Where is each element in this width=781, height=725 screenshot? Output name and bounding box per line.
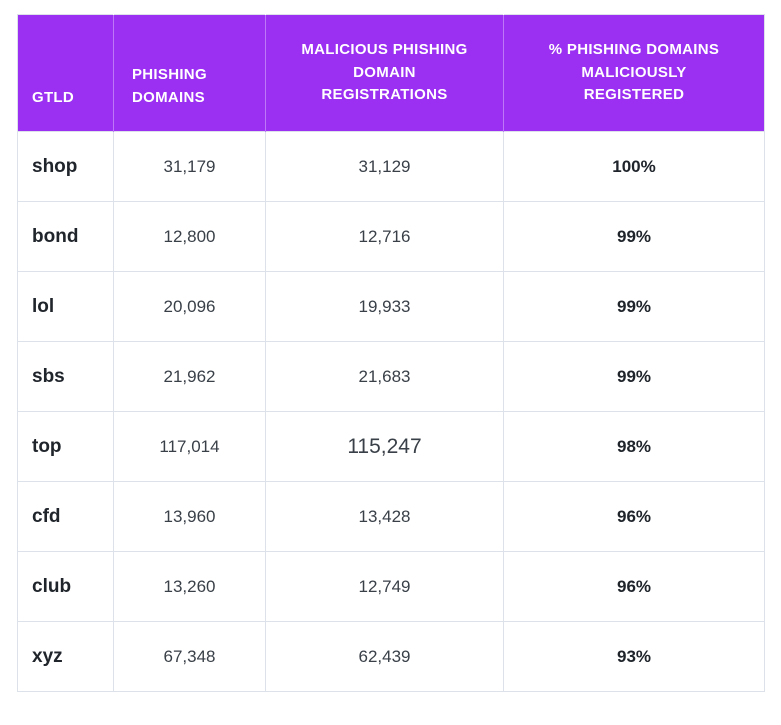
phishing-domains-cell: 21,962 xyxy=(113,341,266,412)
table-row: club 13,260 12,749 96% xyxy=(17,551,765,622)
table-row: sbs 21,962 21,683 99% xyxy=(17,341,765,412)
percent-malicious-cell: 93% xyxy=(503,621,765,692)
gtld-cell: top xyxy=(17,411,114,482)
phishing-domains-table: GTLD PHISHING DOMAINS MALICIOUS PHISHING… xyxy=(17,14,765,692)
table-row: shop 31,179 31,129 100% xyxy=(17,131,765,202)
gtld-cell: sbs xyxy=(17,341,114,412)
percent-malicious-cell: 99% xyxy=(503,201,765,272)
malicious-registrations-cell: 31,129 xyxy=(265,131,504,202)
malicious-registrations-cell: 62,439 xyxy=(265,621,504,692)
percent-malicious-cell: 98% xyxy=(503,411,765,482)
gtld-cell: club xyxy=(17,551,114,622)
gtld-cell: cfd xyxy=(17,481,114,552)
gtld-cell: bond xyxy=(17,201,114,272)
phishing-domains-cell: 117,014 xyxy=(113,411,266,482)
malicious-registrations-cell: 12,716 xyxy=(265,201,504,272)
phishing-domains-cell: 67,348 xyxy=(113,621,266,692)
phishing-domains-cell: 31,179 xyxy=(113,131,266,202)
column-header-gtld: GTLD xyxy=(17,14,114,132)
phishing-domains-cell: 13,260 xyxy=(113,551,266,622)
phishing-domains-cell: 13,960 xyxy=(113,481,266,552)
table-header: GTLD PHISHING DOMAINS MALICIOUS PHISHING… xyxy=(17,14,765,132)
table-row: cfd 13,960 13,428 96% xyxy=(17,481,765,552)
percent-malicious-cell: 96% xyxy=(503,551,765,622)
column-header-percent-maliciously-registered: % PHISHING DOMAINS MALICIOUSLY REGISTERE… xyxy=(503,14,765,132)
table-row: lol 20,096 19,933 99% xyxy=(17,271,765,342)
percent-malicious-cell: 100% xyxy=(503,131,765,202)
malicious-registrations-cell: 115,247 xyxy=(265,411,504,482)
phishing-domains-cell: 12,800 xyxy=(113,201,266,272)
column-header-phishing-domains: PHISHING DOMAINS xyxy=(113,14,266,132)
gtld-cell: lol xyxy=(17,271,114,342)
table-row: bond 12,800 12,716 99% xyxy=(17,201,765,272)
percent-malicious-cell: 99% xyxy=(503,271,765,342)
header-row: GTLD PHISHING DOMAINS MALICIOUS PHISHING… xyxy=(17,14,765,132)
column-header-malicious-registrations: MALICIOUS PHISHING DOMAIN REGISTRATIONS xyxy=(265,14,504,132)
gtld-cell: xyz xyxy=(17,621,114,692)
phishing-domains-cell: 20,096 xyxy=(113,271,266,342)
malicious-registrations-cell: 12,749 xyxy=(265,551,504,622)
malicious-registrations-cell: 13,428 xyxy=(265,481,504,552)
table-row: xyz 67,348 62,439 93% xyxy=(17,621,765,692)
table-body: shop 31,179 31,129 100% bond 12,800 12,7… xyxy=(17,131,765,692)
gtld-cell: shop xyxy=(17,131,114,202)
table-row: top 117,014 115,247 98% xyxy=(17,411,765,482)
percent-malicious-cell: 99% xyxy=(503,341,765,412)
percent-malicious-cell: 96% xyxy=(503,481,765,552)
malicious-registrations-cell: 19,933 xyxy=(265,271,504,342)
malicious-registrations-cell: 21,683 xyxy=(265,341,504,412)
